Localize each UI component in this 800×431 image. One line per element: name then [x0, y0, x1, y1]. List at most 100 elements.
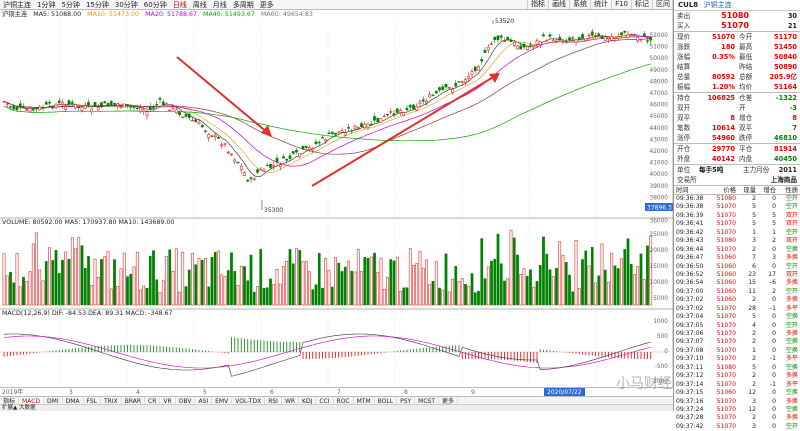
ticks-list[interactable]: 09:36:38 51080 2 0 空开 09:36:38 51070 5 0 空开 09:36:…	[674, 195, 800, 431]
volume-bar	[633, 274, 636, 306]
indicator-tab[interactable]: RSI	[265, 397, 282, 405]
indicator-tab[interactable]: ROC	[334, 397, 354, 405]
tab-30min[interactable]: 30分钟	[114, 0, 138, 9]
candle-body	[464, 79, 467, 83]
candle-body	[174, 109, 178, 114]
candle-body	[31, 108, 35, 111]
indicator-tab[interactable]: KDJ	[299, 397, 317, 405]
candle-body	[2, 101, 6, 103]
tick-row: 09:37:14 51070 2 -1 多平	[676, 380, 798, 388]
candle-body	[57, 100, 61, 104]
candle-body	[522, 43, 526, 48]
tool-system[interactable]: 系统	[569, 0, 590, 9]
tab-5min[interactable]: 5分钟	[61, 0, 80, 9]
price-tick-label: 51000	[650, 45, 669, 51]
volume-bar	[597, 275, 601, 306]
candle-body	[558, 37, 562, 41]
indicator-tab[interactable]: WR	[282, 397, 300, 405]
candle-body	[168, 109, 172, 112]
price-tick-label: 38000	[650, 195, 669, 201]
indicator-tab[interactable]: DMI	[44, 397, 63, 405]
indicator-tab[interactable]: EMV	[212, 397, 233, 405]
tab-weekly[interactable]: 周线	[192, 0, 207, 9]
tick-row: 09:36:42 51070 1 1 空开	[676, 228, 798, 236]
volume-bar	[311, 289, 315, 306]
volume-bar	[200, 259, 204, 306]
tick-row: 09:37:15 51060 12 0 空换	[676, 389, 798, 397]
volume-bar	[451, 278, 454, 306]
volume-bar	[584, 250, 588, 306]
indicator-tab[interactable]: 指标	[0, 397, 20, 405]
tab-multi-period[interactable]: 多周期	[232, 0, 254, 9]
indicator-tab[interactable]: TRIX	[101, 397, 122, 405]
volume-bar	[441, 289, 445, 306]
volume-bar	[70, 237, 74, 306]
indicator-tab[interactable]: OBV	[176, 397, 196, 405]
indicator-tab[interactable]: DMA	[63, 397, 84, 405]
volume-bar	[259, 248, 263, 306]
indicator-tab[interactable]: BRAR	[122, 397, 146, 405]
current-price-tag	[645, 203, 673, 211]
volume-bar	[548, 269, 552, 306]
tab-more[interactable]: 更多	[259, 0, 274, 9]
indicator-tab-macd[interactable]: MACD	[19, 397, 45, 405]
tool-drawing[interactable]: 画线	[548, 0, 569, 9]
volume-bar	[551, 276, 555, 306]
volume-tick-label: 10000	[650, 280, 669, 286]
ma20-value: MA20: 51788.67	[145, 11, 197, 18]
indicator-tab[interactable]: FSL	[84, 397, 101, 405]
volume-bar	[64, 251, 68, 306]
volume-bar	[350, 270, 354, 306]
indicator-tab[interactable]: 更多	[439, 397, 459, 405]
indicator-tab[interactable]: ASI	[195, 397, 213, 405]
volume-bar	[512, 237, 516, 306]
tool-f10[interactable]: F10	[611, 0, 631, 9]
candle-body	[460, 81, 464, 83]
volume-bar	[18, 286, 22, 306]
volume-bar	[25, 281, 29, 306]
tab-daily[interactable]: 日线	[172, 0, 187, 9]
tick-row: 09:37:42 51070 3 0 空开	[676, 422, 798, 430]
candle-body	[347, 127, 350, 129]
tab-monthly[interactable]: 月线	[212, 0, 227, 9]
indicator-tab[interactable]: MCST	[415, 397, 440, 405]
candle-body	[48, 102, 51, 104]
candle-body	[282, 156, 285, 159]
candle-body	[555, 41, 558, 43]
volume-bar	[243, 266, 246, 306]
tab-60min[interactable]: 60分钟	[143, 0, 167, 9]
indicator-tab[interactable]: VR	[160, 397, 176, 405]
volume-bar	[457, 281, 461, 306]
volume-tick-label: 15000	[650, 264, 669, 270]
candle-body	[356, 126, 360, 129]
volume-bar	[519, 274, 523, 306]
candle-body	[399, 110, 402, 113]
expand-tab[interactable]: 扩展▲ 大数据	[2, 405, 36, 411]
volume-axis: 25000 20000 15000 10000 5000	[650, 232, 669, 302]
indicator-tab[interactable]: VOL-TDX	[232, 397, 266, 405]
volume-bar	[529, 269, 532, 306]
kline-chart[interactable]: 53520 35300 5200051000500004900048000470…	[0, 0, 673, 387]
candle-body	[25, 109, 29, 111]
candle-body	[395, 108, 399, 113]
sell-row: 卖出 51080 30	[677, 11, 797, 20]
tab-15min[interactable]: 15分钟	[85, 0, 109, 9]
tool-range[interactable]: 区间	[652, 0, 673, 9]
indicator-tab[interactable]: BOLL	[375, 397, 398, 405]
indicator-tab[interactable]: MTM	[354, 397, 375, 405]
volume-bar	[161, 280, 165, 306]
indicator-tab[interactable]: CR	[145, 397, 161, 405]
timeframe-toolbar: 沪铜主连 1分钟 5分钟 15分钟 30分钟 60分钟 日线 周线 月线 多周期…	[0, 0, 673, 10]
indicator-tab[interactable]: CCI	[316, 397, 334, 405]
tool-stats[interactable]: 统计	[590, 0, 611, 9]
tool-mark[interactable]: 标记	[631, 0, 652, 9]
candle-body	[584, 38, 588, 42]
volume-legend-text: VOLUME: 80592.00 MA5: 170937.80 MA10: 14…	[2, 219, 175, 226]
volume-bar	[87, 256, 90, 306]
indicator-tab[interactable]: PSY	[397, 397, 416, 405]
candle-body	[392, 113, 396, 116]
tab-1min[interactable]: 1分钟	[37, 0, 56, 9]
candle-body	[376, 117, 380, 123]
tool-indicator[interactable]: 指标	[527, 0, 548, 9]
candle-body	[87, 102, 90, 106]
